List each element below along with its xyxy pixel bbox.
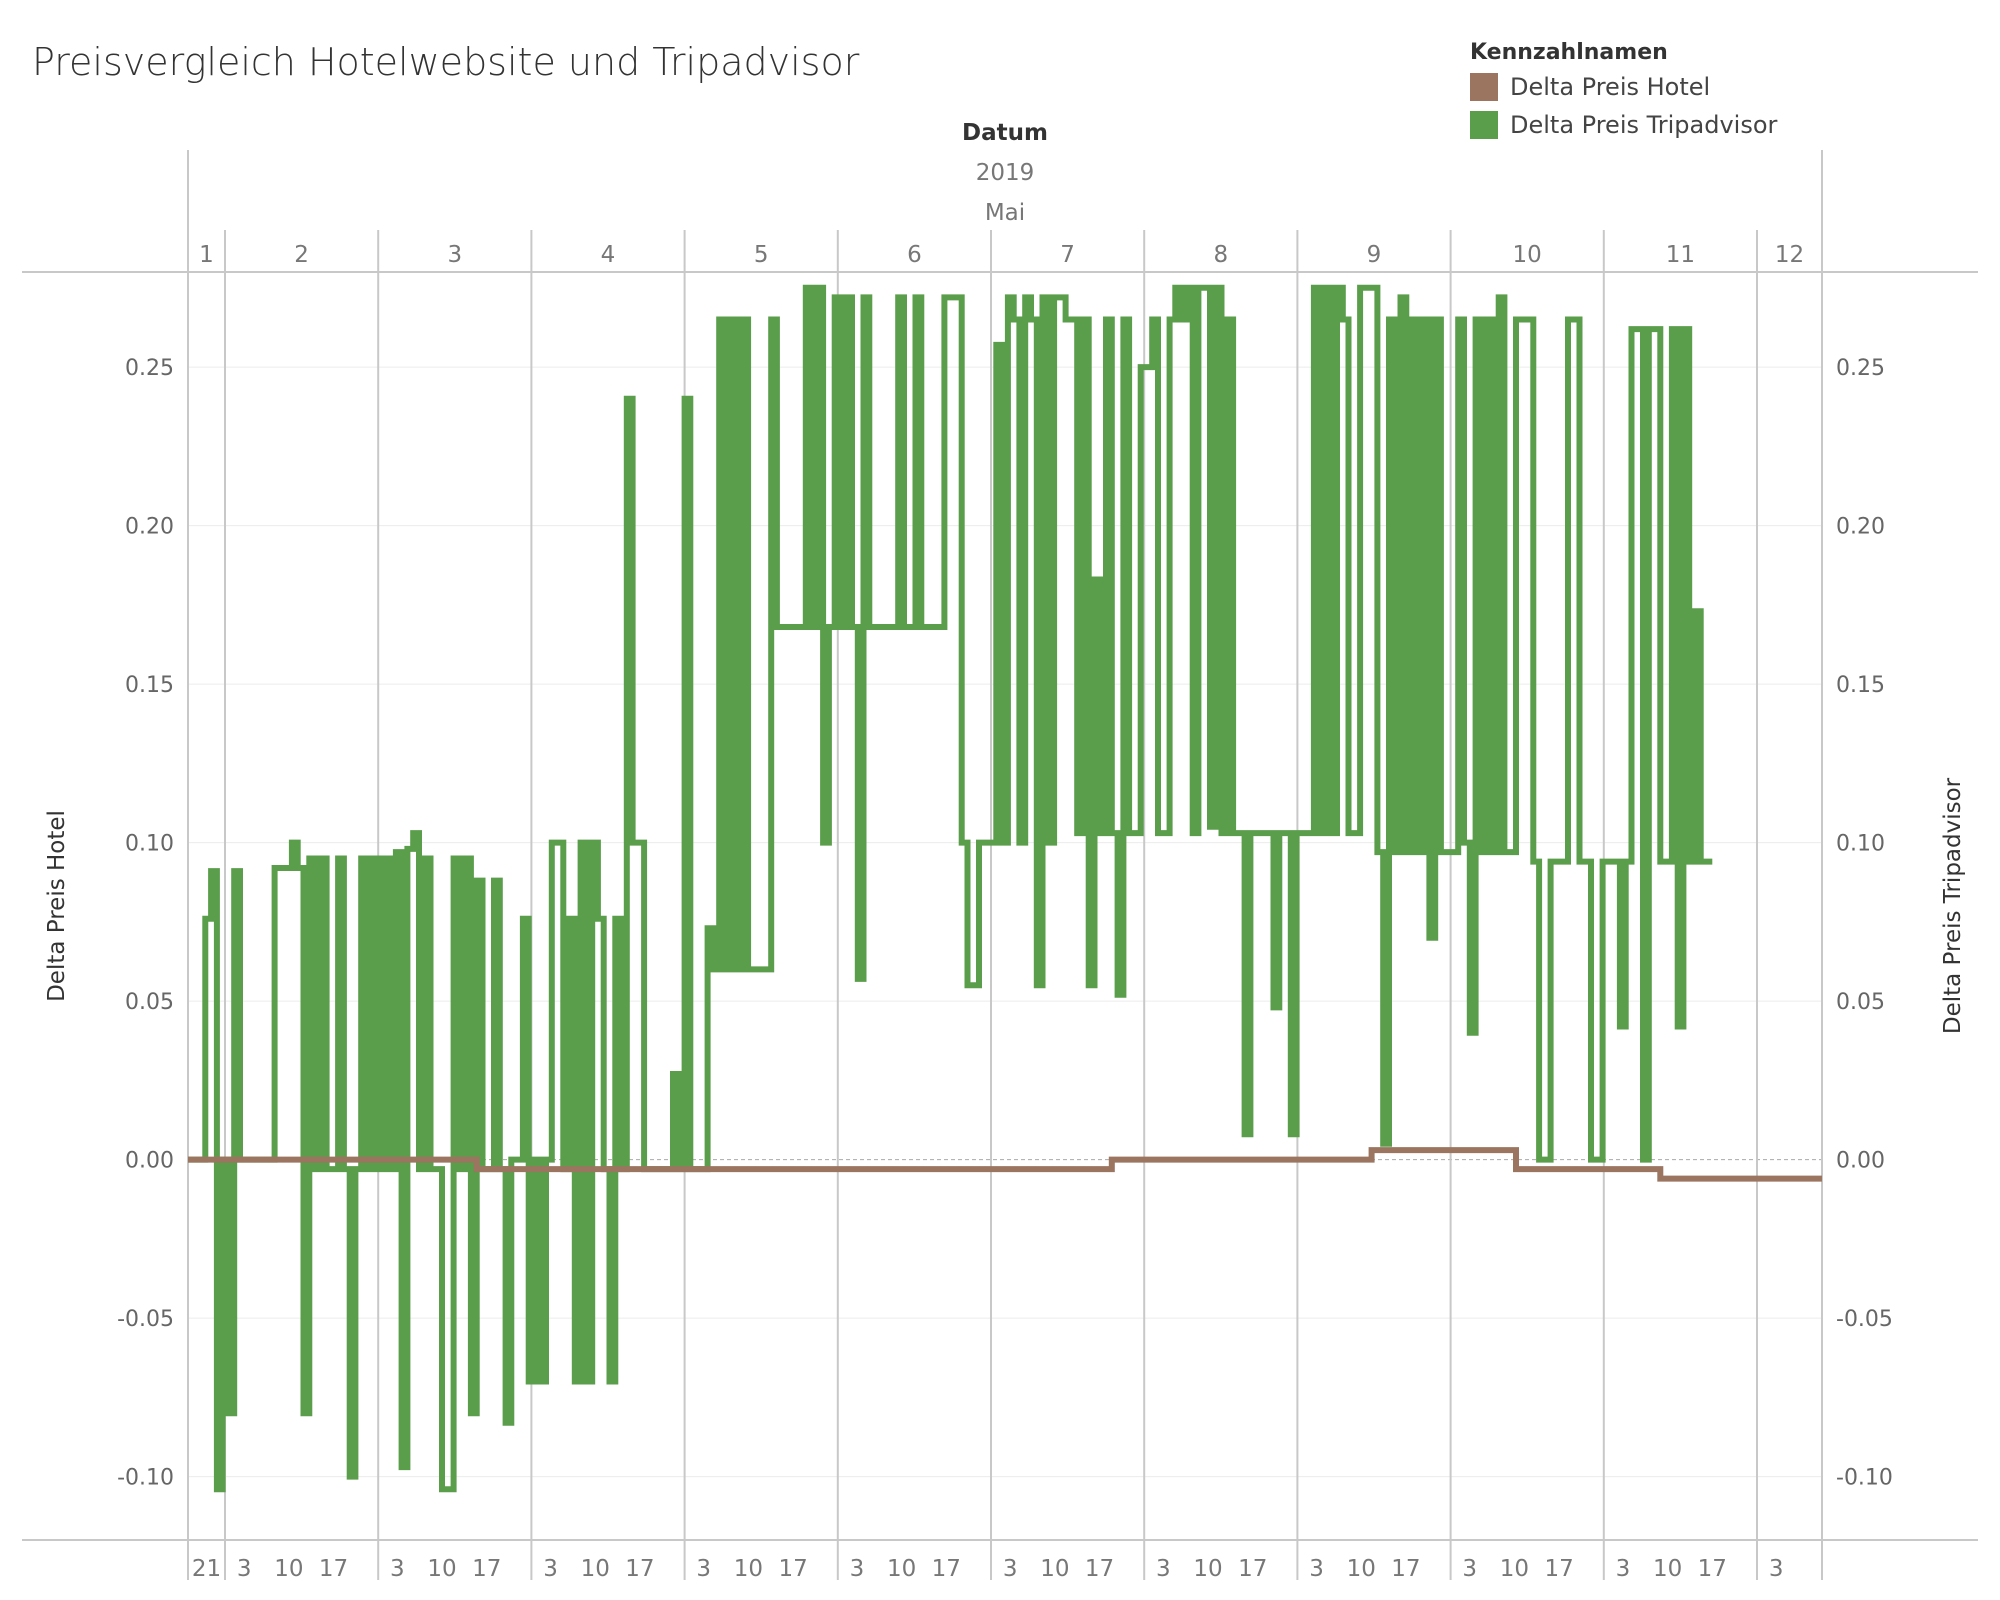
hour-tick-label: 10 [581, 1556, 610, 1582]
hour-tick-label: 3 [237, 1556, 252, 1582]
hour-tick-label: 3 [1769, 1556, 1784, 1582]
ytick-label-left: 0.25 [125, 356, 174, 381]
series-line-tripadvisor [188, 284, 1713, 1493]
hour-tick-label: 17 [472, 1556, 501, 1582]
hour-tick-label: 17 [1544, 1556, 1573, 1582]
y-axis-title-right: Delta Preis Tripadvisor [1940, 777, 1966, 1034]
hour-tick-label: 17 [778, 1556, 807, 1582]
hour-tick-label: 10 [1040, 1556, 1069, 1582]
ytick-label-right: 0.20 [1836, 515, 1885, 540]
ytick-label-right: 0.00 [1836, 1149, 1885, 1174]
hour-tick-label: 10 [427, 1556, 456, 1582]
day-label: 5 [754, 242, 769, 268]
ytick-label-right: 0.05 [1836, 990, 1885, 1015]
series-line-hotel [188, 1147, 1822, 1182]
hour-tick-label: 3 [1462, 1556, 1477, 1582]
hour-tick-label: 17 [625, 1556, 654, 1582]
day-label: 8 [1213, 242, 1228, 268]
hour-tick-label: 17 [319, 1556, 348, 1582]
day-label: 12 [1775, 242, 1804, 268]
hour-tick-label: 10 [274, 1556, 303, 1582]
hour-tick-label: 10 [1347, 1556, 1376, 1582]
hour-tick-label: 10 [734, 1556, 763, 1582]
day-label: 6 [907, 242, 922, 268]
ytick-label-right: 0.25 [1836, 356, 1885, 381]
day-label: 2 [294, 242, 309, 268]
day-label: 1 [199, 242, 214, 268]
day-label: 4 [601, 242, 616, 268]
ytick-label-left: 0.15 [125, 673, 174, 698]
ytick-label-right: 0.10 [1836, 832, 1885, 857]
y-axis-title-left: Delta Preis Hotel [44, 810, 70, 1002]
ytick-label-left: 0.20 [125, 515, 174, 540]
hour-tick-label: 17 [1085, 1556, 1114, 1582]
ytick-label-right: -0.05 [1836, 1307, 1893, 1332]
hour-tick-label: 3 [696, 1556, 711, 1582]
ytick-label-left: 0.00 [125, 1149, 174, 1174]
day-label: 9 [1367, 242, 1382, 268]
legend-item-tripadvisor[interactable]: Delta Preis Tripadvisor [1470, 111, 1777, 139]
hour-tick-label: 10 [1500, 1556, 1529, 1582]
legend-label-tripadvisor: Delta Preis Tripadvisor [1510, 111, 1778, 139]
legend-swatch-hotel [1470, 73, 1498, 101]
hour-tick-label: 3 [1156, 1556, 1171, 1582]
header-year: 2019 [976, 160, 1035, 186]
hour-tick-label: 10 [1193, 1556, 1222, 1582]
hour-tick-label: 17 [1391, 1556, 1420, 1582]
legend-label-hotel: Delta Preis Hotel [1510, 73, 1711, 101]
hour-tick-label: 3 [850, 1556, 865, 1582]
day-label: 11 [1666, 242, 1695, 268]
ytick-label-left: 0.10 [125, 832, 174, 857]
hour-tick-label: 3 [1616, 1556, 1631, 1582]
hour-tick-label: 3 [1309, 1556, 1324, 1582]
hour-tick-label: 10 [1653, 1556, 1682, 1582]
ytick-label-right: -0.10 [1836, 1466, 1893, 1491]
day-label: 7 [1060, 242, 1075, 268]
ytick-label-right: 0.15 [1836, 673, 1885, 698]
legend: Kennzahlnamen Delta Preis Hotel Delta Pr… [1470, 40, 1777, 149]
hour-tick-label: 17 [1698, 1556, 1727, 1582]
header-field-label: Datum [962, 120, 1048, 146]
legend-title: Kennzahlnamen [1470, 40, 1668, 65]
ytick-label-left: -0.05 [117, 1307, 174, 1332]
hour-tick-label: 17 [932, 1556, 961, 1582]
hour-tick-label: 21 [192, 1556, 221, 1582]
day-label: 3 [447, 242, 462, 268]
day-label: 10 [1513, 242, 1542, 268]
legend-item-hotel[interactable]: Delta Preis Hotel [1470, 73, 1777, 101]
hour-tick-label: 3 [1003, 1556, 1018, 1582]
hour-tick-label: 17 [1238, 1556, 1267, 1582]
chart-title: Preisvergleich Hotelwebsite und Tripadvi… [32, 40, 860, 84]
hour-tick-label: 10 [887, 1556, 916, 1582]
hour-tick-label: 3 [390, 1556, 405, 1582]
header-month: Mai [985, 200, 1025, 226]
legend-swatch-tripadvisor [1470, 111, 1498, 139]
ytick-label-left: 0.05 [125, 990, 174, 1015]
hour-tick-label: 3 [543, 1556, 558, 1582]
ytick-label-left: -0.10 [117, 1466, 174, 1491]
